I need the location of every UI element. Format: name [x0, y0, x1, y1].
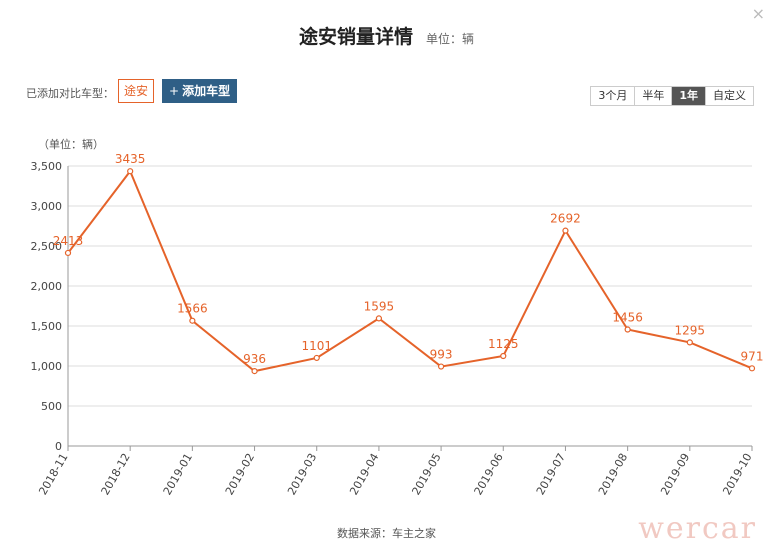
x-tick-label: 2019-05 [409, 451, 443, 497]
data-point [624, 326, 631, 333]
data-point [437, 363, 445, 370]
x-tick-label: 2018-12 [99, 451, 133, 497]
data-point [375, 315, 383, 322]
data-label: 2413 [53, 234, 84, 248]
chart-header: 途安销量详情 单位：辆 [0, 22, 773, 49]
close-icon[interactable]: × [751, 4, 765, 23]
x-tick-label: 2019-07 [534, 451, 568, 497]
watermark: wercar [638, 511, 757, 546]
y-tick-label: 500 [41, 400, 62, 413]
compared-model-tag[interactable]: 途安 [118, 79, 155, 103]
y-tick-label: 3,500 [31, 160, 63, 173]
x-tick-label: 2018-11 [36, 451, 70, 497]
y-tick-label: 3,000 [31, 200, 63, 213]
data-label: 1295 [675, 323, 706, 337]
y-tick-label: 2,000 [31, 280, 63, 293]
x-tick-label: 2019-03 [285, 451, 319, 497]
data-point [748, 365, 756, 372]
page-title: 途安销量详情 [298, 26, 413, 48]
data-label: 993 [430, 348, 453, 362]
data-label: 1566 [177, 302, 208, 316]
data-label: 1125 [488, 337, 519, 351]
y-tick-label: 1,000 [31, 360, 63, 373]
time-range-selector: 3个月 半年 1年 自定义 [590, 86, 754, 106]
data-point [64, 249, 72, 257]
x-tick-label: 2019-04 [347, 451, 381, 497]
series-line [67, 169, 753, 373]
y-tick-label: 0 [55, 440, 62, 453]
data-label: 936 [243, 352, 266, 366]
data-label: 3435 [115, 152, 146, 166]
y-tick-label: 2,500 [31, 240, 63, 253]
x-tick-label: 2019-10 [720, 451, 754, 497]
x-tick-label: 2019-06 [472, 451, 506, 497]
x-tick-label: 2019-02 [223, 451, 257, 497]
range-3-months[interactable]: 3个月 [591, 87, 635, 105]
data-point [686, 339, 693, 346]
data-point [500, 352, 507, 360]
data-source: 数据来源：车主之家 [337, 527, 436, 540]
data-point [562, 227, 569, 234]
data-point [189, 317, 196, 324]
data-label: 2692 [550, 212, 581, 226]
data-label: 1595 [364, 299, 395, 313]
data-label: 1456 [612, 311, 643, 325]
range-1-year[interactable]: 1年 [671, 87, 705, 105]
data-point [251, 368, 258, 375]
x-tick-label: 2019-09 [658, 451, 692, 497]
range-half-year[interactable]: 半年 [634, 87, 672, 105]
range-custom[interactable]: 自定义 [705, 87, 753, 105]
x-tick-label: 2019-08 [596, 451, 630, 497]
data-point [127, 168, 134, 175]
unit-subtitle: 单位：辆 [426, 32, 475, 46]
y-unit-label: （单位：辆） [38, 137, 104, 151]
x-tick-label: 2019-01 [161, 451, 195, 497]
plus-icon: + [169, 84, 180, 98]
add-model-label: 添加车型 [182, 84, 231, 98]
add-model-button[interactable]: + 添加车型 [162, 79, 238, 103]
y-tick-label: 1,500 [31, 320, 63, 333]
data-label: 1101 [301, 339, 332, 353]
data-label: 971 [741, 349, 764, 363]
data-point [313, 354, 320, 362]
compare-label: 已添加对比车型： [26, 87, 114, 100]
